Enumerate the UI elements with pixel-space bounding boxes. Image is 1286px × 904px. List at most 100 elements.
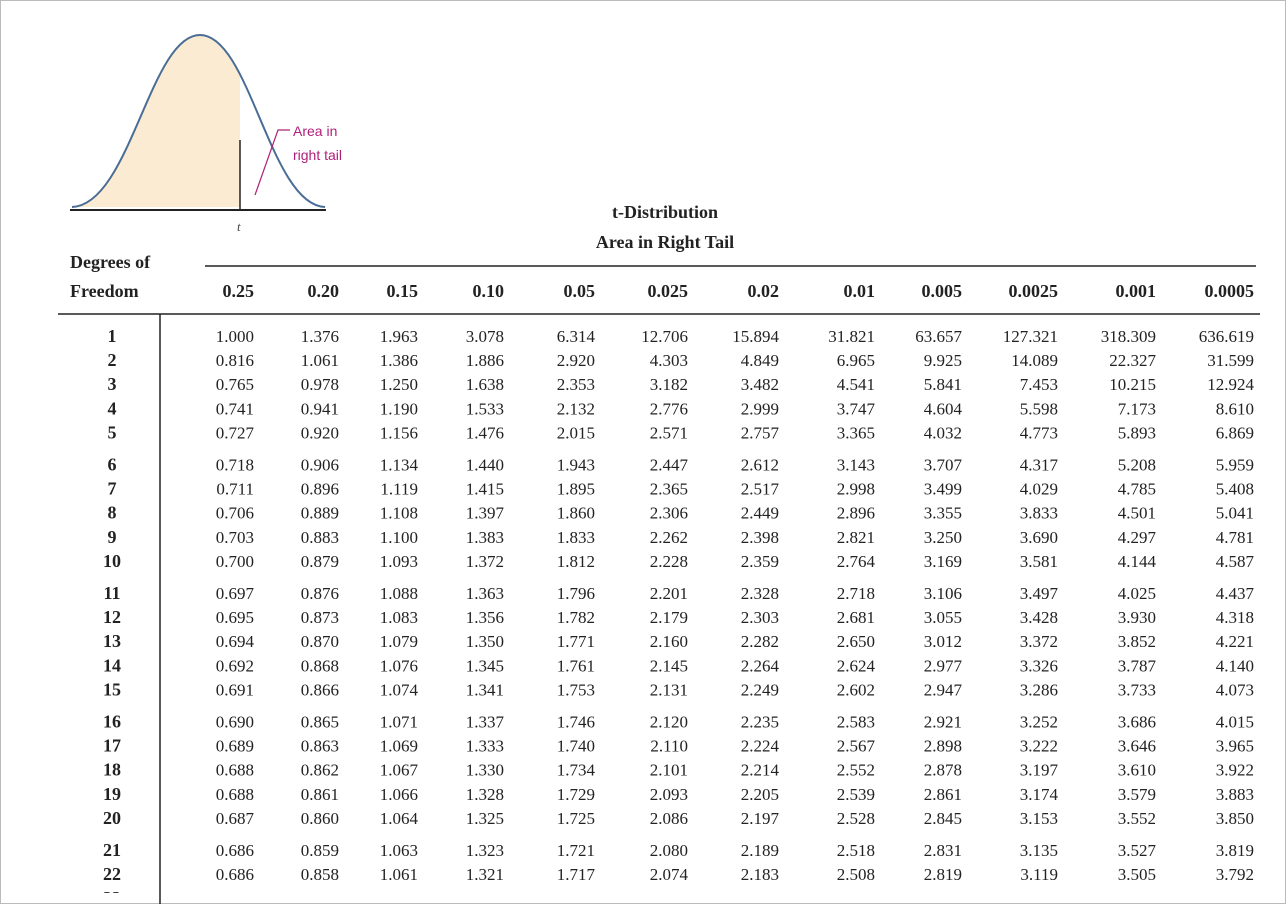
cell: 5.959 [1216,456,1254,475]
cell: 1.119 [380,480,418,499]
cell: 0.695 [216,608,254,627]
df-label: 16 [103,712,121,732]
cell: 3.326 [1020,656,1058,675]
cell: 2.160 [650,632,688,651]
cell: 4.297 [1118,528,1157,547]
column-header: 0.005 [922,281,963,301]
cell: 4.318 [1216,608,1254,627]
cell: 0.865 [301,713,339,732]
cell: 1.740 [557,737,595,756]
cell: 2.101 [650,761,688,780]
cell: 1.943 [557,456,595,475]
cell: 1.734 [557,761,596,780]
cell: 3.768 [1216,889,1254,904]
cell: 0.816 [216,351,254,370]
cell: 1.071 [380,713,418,732]
cell: 2.807 [924,889,963,904]
cell: 1.714 [557,889,596,904]
cell: 3.965 [1216,737,1254,756]
cell: 3.505 [1118,865,1156,884]
cell: 3.792 [1216,865,1254,884]
df-label: 13 [103,631,121,651]
cell: 5.841 [924,375,962,394]
cell: 1.319 [466,889,504,904]
row-header: Freedom [70,281,139,301]
cell: 2.069 [650,889,688,904]
cell: 0.889 [301,504,339,523]
cell: 3.690 [1020,528,1058,547]
cell: 5.408 [1216,480,1254,499]
cell: 3.579 [1118,785,1156,804]
cell: 3.482 [741,375,779,394]
cell: 2.249 [741,680,779,699]
df-label: 8 [108,503,117,523]
cell: 0.978 [301,375,339,394]
cell: 3.819 [1216,841,1254,860]
cell: 1.088 [380,584,418,603]
cell: 4.317 [1020,456,1059,475]
cell: 1.076 [380,656,418,675]
cell: 9.925 [924,351,962,370]
cell: 1.325 [466,809,504,828]
column-header: 0.25 [223,281,255,301]
cell: 2.539 [837,785,875,804]
cell: 4.541 [837,375,875,394]
cell: 3.852 [1118,632,1156,651]
cell: 1.341 [466,680,504,699]
cell: 2.447 [650,456,689,475]
cell: 2.612 [741,456,779,475]
cell: 5.598 [1020,399,1058,418]
cell: 0.870 [301,632,339,651]
cell: 2.977 [924,656,963,675]
cell: 3.286 [1020,680,1058,699]
cell: 1.333 [466,737,504,756]
cell: 2.353 [557,375,595,394]
df-label: 6 [108,455,117,475]
cell: 2.328 [741,584,779,603]
cell: 4.849 [741,351,779,370]
cell: 2.898 [924,737,962,756]
cell: 1.060 [380,889,418,904]
df-label: 21 [103,840,121,860]
cell: 0.896 [301,480,339,499]
cell: 3.552 [1118,809,1156,828]
cell: 3.686 [1118,713,1156,732]
cell: 2.303 [741,608,779,627]
cell: 3.135 [1020,841,1058,860]
cell: 3.355 [924,504,962,523]
cell: 2.132 [557,399,595,418]
cell: 1.061 [380,865,418,884]
cell: 1.321 [466,865,504,884]
cell: 0.718 [216,456,254,475]
cell: 1.066 [380,785,418,804]
cell: 2.819 [924,865,962,884]
cell: 1.721 [557,841,595,860]
cell: 4.604 [924,399,963,418]
cell: 3.428 [1020,608,1058,627]
cell: 3.485 [1118,889,1156,904]
cell: 6.965 [837,351,875,370]
cell: 3.499 [924,480,962,499]
curve [71,33,326,208]
cell: 1.440 [466,456,504,475]
cell: 1.079 [380,632,418,651]
column-header: 0.02 [748,281,780,301]
cell: 2.228 [650,552,688,571]
cell: 2.567 [837,737,876,756]
cell: 12.706 [641,327,688,346]
cell: 0.860 [301,809,339,828]
cell: 2.365 [650,480,688,499]
df-label: 7 [108,479,117,499]
cell: 1.250 [380,375,418,394]
cell: 4.781 [1216,528,1254,547]
cell: 1.328 [466,785,504,804]
distribution-figure: Area in right tail t [70,33,342,234]
cell: 4.587 [1216,552,1255,571]
shaded-area [72,35,240,207]
area-label: right tail [293,147,342,163]
cell: 2.624 [837,656,876,675]
cell: 1.886 [466,351,504,370]
cell: 0.691 [216,680,254,699]
area-label: Area in [293,123,337,139]
